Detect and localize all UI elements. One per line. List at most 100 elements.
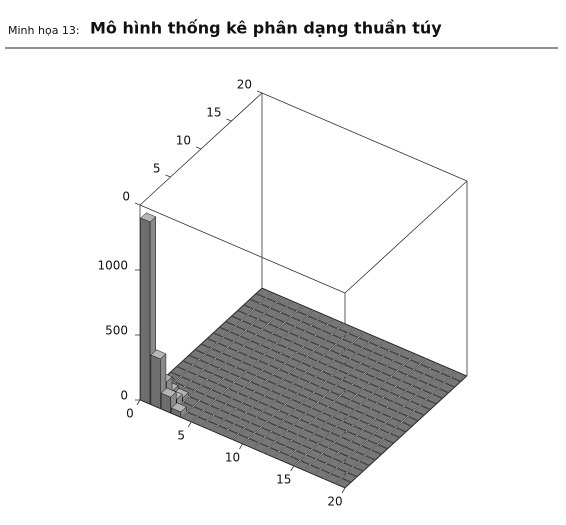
- bar: [316, 412, 333, 423]
- y-tick: [256, 90, 263, 94]
- bar-top: [248, 309, 264, 320]
- bar-top: [317, 314, 334, 325]
- bar-top: [283, 373, 300, 384]
- bar-top: [375, 413, 392, 424]
- bar: [340, 390, 357, 400]
- bar: [344, 358, 361, 369]
- bar: [381, 407, 398, 418]
- bar: [363, 383, 379, 394]
- bar-top: [410, 395, 427, 406]
- bar: [311, 361, 328, 372]
- bar: [250, 376, 267, 386]
- bar: [241, 314, 258, 325]
- bar: [305, 408, 322, 418]
- bar: [287, 342, 304, 353]
- z-tick-label: 0: [120, 389, 128, 403]
- figure-label: Minh họa 13:: [8, 24, 80, 37]
- bar-top: [326, 416, 343, 427]
- box-edge: [261, 287, 468, 377]
- bar-top: [213, 327, 230, 338]
- bar: [399, 349, 416, 360]
- bar: [353, 461, 370, 472]
- bar: [272, 328, 289, 338]
- bar-top: [414, 405, 431, 416]
- bar-top: [367, 393, 384, 404]
- bar-top: [266, 374, 283, 385]
- bar: [262, 323, 279, 334]
- bar-top: [356, 388, 373, 399]
- bar-top: [246, 407, 263, 418]
- bar: [327, 318, 344, 329]
- x-tick-label: 20: [327, 495, 342, 509]
- bar-top: [256, 411, 273, 422]
- bar-top: [371, 403, 388, 414]
- bar: [176, 360, 193, 371]
- bar: [307, 310, 324, 320]
- bar-top: [269, 400, 285, 411]
- bar: [289, 368, 306, 378]
- bar-top: [262, 364, 279, 375]
- bar: [336, 338, 353, 349]
- bar: [440, 367, 457, 378]
- bar-top: [248, 391, 265, 402]
- bar: [248, 350, 265, 361]
- bar: [341, 472, 357, 483]
- bar-top: [219, 321, 236, 332]
- bar-top: [244, 340, 261, 351]
- bar: [220, 404, 236, 414]
- bar: [364, 367, 381, 378]
- bar-top: [252, 360, 269, 371]
- bar: [205, 389, 222, 400]
- bar-top: [260, 380, 277, 391]
- bar-top: [379, 340, 396, 351]
- bar-top: [355, 445, 372, 456]
- bar-top: [263, 447, 280, 458]
- bar-top: [278, 322, 295, 333]
- bar-top: [270, 343, 287, 354]
- bar-top: [279, 404, 296, 415]
- bar: [444, 377, 461, 388]
- bar-top: [266, 333, 283, 344]
- bar-top: [201, 420, 218, 431]
- bar-top: [341, 472, 357, 483]
- bar-top: [426, 394, 443, 404]
- bar-top: [160, 387, 177, 398]
- bar: [450, 371, 467, 382]
- bar: [342, 374, 359, 385]
- bar-top: [252, 401, 269, 412]
- bar-top: [316, 453, 333, 464]
- bar-top: [182, 355, 199, 366]
- bar: [301, 398, 318, 408]
- bar: [309, 335, 326, 346]
- bar-top: [407, 369, 424, 380]
- bar: [195, 344, 212, 354]
- bar-top: [277, 420, 294, 431]
- bar: [369, 377, 386, 388]
- bar: [383, 350, 400, 361]
- bar: [222, 429, 239, 440]
- bar-top: [327, 318, 344, 329]
- bar-top: [312, 402, 328, 413]
- bar: [356, 388, 373, 399]
- bar: [182, 355, 199, 366]
- bar: [418, 374, 435, 384]
- bar: [271, 426, 288, 436]
- bar: [307, 351, 324, 362]
- bar-top: [268, 318, 285, 328]
- bar: [438, 382, 455, 393]
- y-tick-label: 15: [206, 106, 221, 120]
- bar-top: [215, 394, 232, 404]
- bar-top: [248, 350, 265, 361]
- bar-top: [440, 367, 457, 378]
- bar-top: [346, 425, 363, 436]
- bar-top: [338, 446, 355, 457]
- bar-top: [393, 396, 410, 407]
- bar: [264, 308, 281, 318]
- bar: [228, 382, 244, 393]
- bar-top: [354, 404, 371, 415]
- bar-top: [397, 365, 414, 376]
- bar: [299, 331, 316, 342]
- bar: [248, 309, 264, 320]
- bar-top: [377, 438, 394, 449]
- bar: [197, 369, 214, 380]
